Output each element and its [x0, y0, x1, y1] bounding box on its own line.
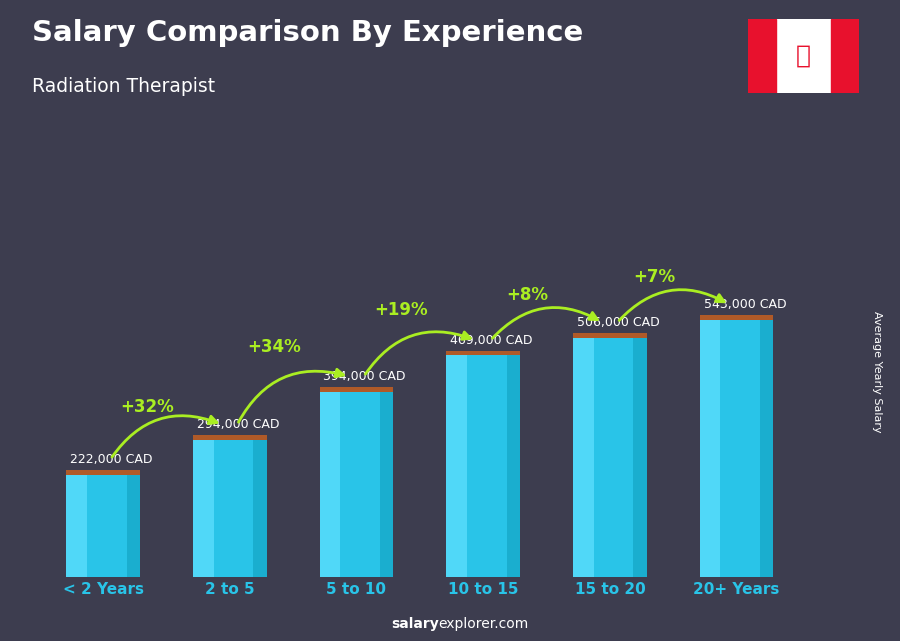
Text: Average Yearly Salary: Average Yearly Salary: [872, 311, 883, 433]
Bar: [446, 351, 520, 356]
Bar: [320, 387, 340, 577]
Text: +32%: +32%: [121, 398, 175, 416]
Bar: [760, 315, 773, 577]
Text: +7%: +7%: [634, 269, 675, 287]
Bar: [700, 315, 721, 577]
Text: +19%: +19%: [374, 301, 428, 319]
Text: 506,000 CAD: 506,000 CAD: [577, 316, 660, 329]
Text: explorer.com: explorer.com: [438, 617, 528, 631]
Bar: [573, 333, 647, 577]
Bar: [193, 435, 213, 577]
Bar: [253, 435, 266, 577]
Bar: [320, 387, 393, 392]
Bar: [193, 435, 266, 440]
Text: 222,000 CAD: 222,000 CAD: [70, 453, 152, 466]
Bar: [700, 315, 773, 577]
Text: Salary Comparison By Experience: Salary Comparison By Experience: [32, 19, 583, 47]
Bar: [380, 387, 393, 577]
Text: +34%: +34%: [248, 338, 301, 356]
Bar: [193, 435, 266, 577]
Text: 469,000 CAD: 469,000 CAD: [450, 334, 533, 347]
Bar: [320, 387, 393, 577]
Bar: [748, 19, 776, 93]
Text: +8%: +8%: [507, 286, 548, 304]
Text: 394,000 CAD: 394,000 CAD: [323, 370, 406, 383]
Text: 543,000 CAD: 543,000 CAD: [704, 298, 787, 311]
Bar: [573, 333, 594, 577]
Bar: [700, 315, 773, 320]
Bar: [573, 333, 647, 338]
Bar: [127, 470, 140, 577]
Text: 294,000 CAD: 294,000 CAD: [197, 418, 279, 431]
Text: Radiation Therapist: Radiation Therapist: [32, 77, 214, 96]
Bar: [831, 19, 859, 93]
Bar: [67, 470, 140, 474]
Text: 🍁: 🍁: [796, 44, 811, 68]
Bar: [634, 333, 647, 577]
Bar: [446, 351, 467, 577]
Text: salary: salary: [392, 617, 439, 631]
Bar: [446, 351, 520, 577]
Bar: [67, 470, 140, 577]
Bar: [67, 470, 87, 577]
Bar: [507, 351, 520, 577]
FancyBboxPatch shape: [746, 17, 860, 95]
